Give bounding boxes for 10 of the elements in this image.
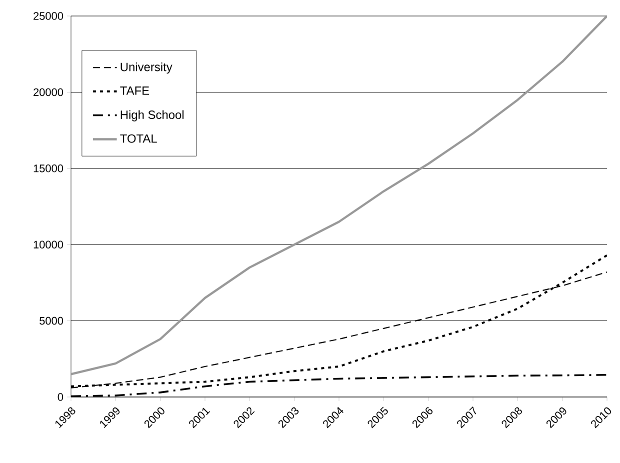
y-tick-label: 25000 <box>34 12 64 20</box>
legend-label: University <box>120 62 172 74</box>
legend-label: High School <box>120 110 184 122</box>
legend-label: TOTAL <box>120 134 157 143</box>
y-tick-label: 15000 <box>34 164 64 172</box>
y-tick-label: 5000 <box>40 316 64 325</box>
y-tick-label: 0 <box>58 393 64 401</box>
y-tick-label: 20000 <box>34 88 64 96</box>
y-tick-label: 10000 <box>34 240 64 248</box>
legend-label: TAFE <box>120 86 150 95</box>
